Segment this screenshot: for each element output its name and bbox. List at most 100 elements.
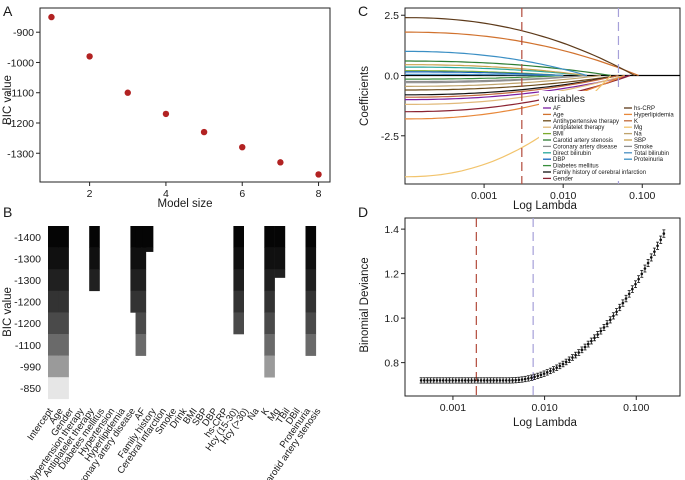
panel-d-point bbox=[649, 256, 653, 259]
panel-a-x-label: Model size bbox=[158, 198, 213, 210]
panel-d-point bbox=[574, 353, 577, 357]
panel-c-legend-label: Gender bbox=[553, 176, 573, 182]
panel-d-points bbox=[419, 229, 666, 384]
panel-b-cell bbox=[264, 269, 275, 292]
panel-a-x-tick-label: 4 bbox=[163, 188, 169, 200]
panel-a-y-tick-label: -1200 bbox=[7, 118, 34, 130]
panel-d-y-tick-label: 1.0 bbox=[384, 313, 399, 325]
panel-b-cell bbox=[305, 290, 317, 313]
panel-b-cell bbox=[305, 312, 317, 335]
panel-d-point bbox=[621, 301, 625, 305]
panel-d-point bbox=[533, 375, 536, 379]
panel-b-cell bbox=[48, 226, 59, 248]
panel-d-point bbox=[567, 358, 571, 362]
panel-d-point bbox=[435, 379, 439, 382]
panel-d-point bbox=[419, 379, 423, 382]
panel-c-legend-label: DBP bbox=[553, 157, 565, 163]
panel-a-y-label: BIC value bbox=[2, 75, 14, 125]
panel-d-point bbox=[479, 379, 483, 382]
panel-b-cell bbox=[58, 269, 69, 292]
panel-a-y-tick-label: -1000 bbox=[7, 57, 34, 69]
panel-d-point bbox=[511, 379, 514, 382]
panel-d-point bbox=[640, 272, 644, 276]
panel-b-cell bbox=[89, 226, 100, 248]
panel-d-point bbox=[539, 373, 543, 377]
panel-c-legend-label: BMI bbox=[553, 132, 564, 138]
panel-d-point bbox=[482, 379, 486, 382]
panel-d-point bbox=[571, 356, 574, 359]
panel-d-point bbox=[527, 377, 530, 380]
panel-d-y-ticks: 0.8 1.0 1.2 1.4 bbox=[384, 224, 405, 370]
panel-d-point bbox=[498, 379, 502, 382]
panel-b-cell bbox=[89, 247, 100, 270]
panel-b-cell bbox=[305, 247, 317, 270]
panel-a-x-tick-label: 8 bbox=[316, 188, 322, 200]
panel-c-x-label: Log Lambda bbox=[513, 200, 578, 212]
panel-d-point bbox=[580, 348, 584, 352]
panel-c-series-line bbox=[405, 64, 588, 77]
panel-d-point bbox=[492, 379, 495, 382]
panel-d-point bbox=[583, 345, 587, 349]
panel-c-legend-label: Mg bbox=[634, 125, 642, 131]
panel-b-cell bbox=[142, 226, 154, 248]
panel-a-x-ticks: 2 4 6 8 bbox=[87, 182, 322, 200]
panel-c-frame bbox=[404, 7, 681, 185]
panel-d-point bbox=[637, 277, 640, 281]
panel-c-series-line bbox=[405, 74, 619, 91]
panel-d-point bbox=[476, 379, 480, 382]
panel-a: A -900 -1000 -1100 -1200 -1300 2 4 6 8 Model si… bbox=[2, 3, 331, 210]
panel-c-legend-label: Coronary artery disease bbox=[553, 144, 618, 150]
panel-c-legend-label: Carotid artery stenosis bbox=[553, 138, 613, 144]
panel-b-cell bbox=[274, 247, 286, 270]
panel-b-x-label: Na bbox=[246, 406, 262, 423]
panel-d-point bbox=[545, 371, 549, 374]
panel-b: B -1400 -1300 -1300 -1200 -1200 -1100 -990 -850… bbox=[2, 204, 324, 480]
panel-a-frame bbox=[39, 7, 331, 183]
panel-b-cell bbox=[48, 334, 59, 356]
panel-d-point bbox=[504, 379, 508, 382]
panel-d-point bbox=[432, 379, 436, 382]
panel-b-cell bbox=[305, 334, 317, 356]
panel-d-point bbox=[429, 379, 432, 382]
panel-c-legend-label: AF bbox=[553, 106, 561, 112]
panel-d-frame bbox=[404, 217, 681, 397]
panel-a-point bbox=[239, 144, 246, 151]
panel-d-y-tick-label: 1.4 bbox=[384, 224, 399, 236]
panel-b-cell bbox=[58, 312, 69, 335]
panel-b-x-label: Intercept bbox=[25, 406, 55, 443]
panel-c-legend-label: Diabetes mellitus bbox=[553, 164, 599, 170]
panel-b-cell bbox=[58, 226, 69, 248]
panel-c-legend-label: Smoke bbox=[634, 144, 653, 150]
panel-a-y-tick-label: -900 bbox=[13, 27, 34, 39]
panel-b-cell bbox=[48, 312, 59, 335]
panel-a-y-ticks: -900 -1000 -1100 -1200 -1300 bbox=[7, 27, 40, 160]
panel-c-series-line bbox=[405, 66, 588, 77]
panel-d-point bbox=[659, 238, 663, 242]
panel-d-point bbox=[555, 366, 558, 370]
panel-c-series-line bbox=[405, 74, 564, 80]
panel-c-legend-label: Antiplatelet therapy bbox=[553, 125, 604, 131]
panel-d-y-tick-label: 1.2 bbox=[384, 269, 399, 281]
panel-c-series-line bbox=[405, 74, 631, 113]
panel-c-legend-label: SBP bbox=[634, 138, 646, 144]
panel-b-cell bbox=[274, 269, 286, 278]
panel-d-point bbox=[460, 379, 464, 382]
panel-c-y-label: Coefficients bbox=[359, 66, 371, 126]
panel-b-y-tick-label: -1400 bbox=[14, 232, 41, 244]
panel-d-point bbox=[558, 364, 562, 368]
panel-d-point bbox=[605, 322, 609, 326]
panel-a-point bbox=[86, 53, 93, 60]
panel-d-point bbox=[656, 244, 659, 248]
panel-d-point bbox=[615, 310, 618, 314]
panel-d-point bbox=[552, 368, 555, 371]
panel-c-y-ticks: -2.5 0.0 2.5 bbox=[381, 10, 405, 143]
panel-b-y-tick-label: -1300 bbox=[14, 275, 41, 287]
panel-b-cell bbox=[48, 269, 59, 292]
panel-c-legend-label: K bbox=[634, 119, 638, 125]
panel-b-cell bbox=[264, 312, 275, 335]
panel-b-cell bbox=[233, 312, 244, 335]
panel-c-series-line bbox=[405, 74, 601, 88]
panel-c-series-line bbox=[405, 74, 625, 120]
panel-d-point bbox=[549, 369, 552, 373]
